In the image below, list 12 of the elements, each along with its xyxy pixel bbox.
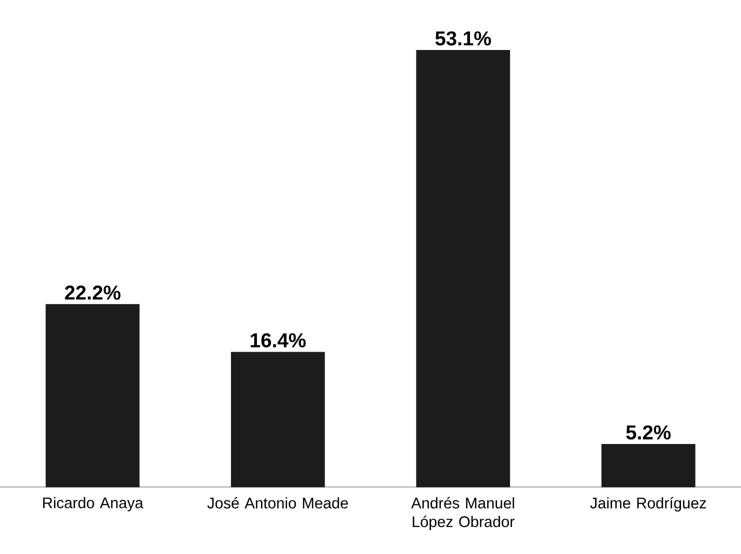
data-label: 16.4%	[250, 333, 306, 348]
bar	[416, 50, 510, 488]
data-label: 5.2%	[626, 425, 671, 440]
x-tick-label: José Antonio Meade	[207, 497, 348, 508]
data-label: 53.1%	[435, 31, 491, 46]
data-label: 22.2%	[64, 286, 120, 300]
x-tick-label: Ricardo Anaya	[43, 497, 144, 512]
x-tick-label: Andrés Manuel López Obrador	[411, 497, 514, 530]
bar	[46, 304, 140, 488]
bar	[230, 352, 325, 488]
bar	[601, 444, 696, 488]
x-tick-label: Jaime Rodríguez	[590, 497, 706, 512]
